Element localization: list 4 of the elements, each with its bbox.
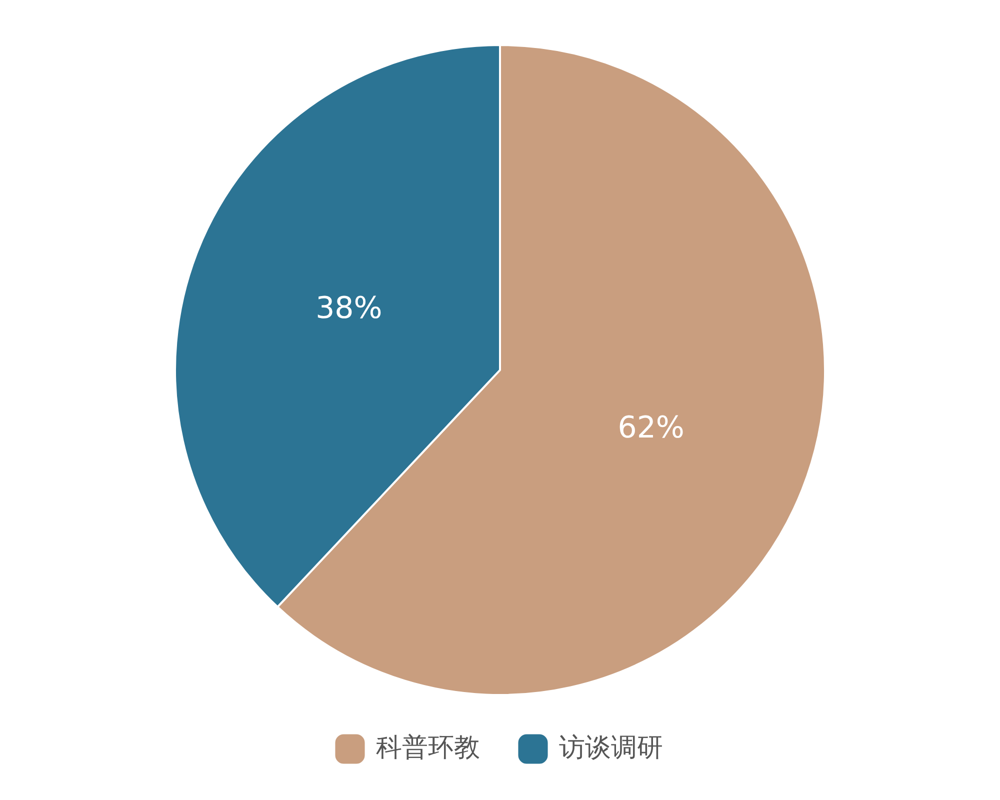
data-label: 62% — [618, 410, 684, 446]
data-label: 38% — [316, 290, 382, 326]
legend-label: 科普环教 — [376, 732, 480, 763]
legend-label: 访谈调研 — [559, 732, 663, 763]
